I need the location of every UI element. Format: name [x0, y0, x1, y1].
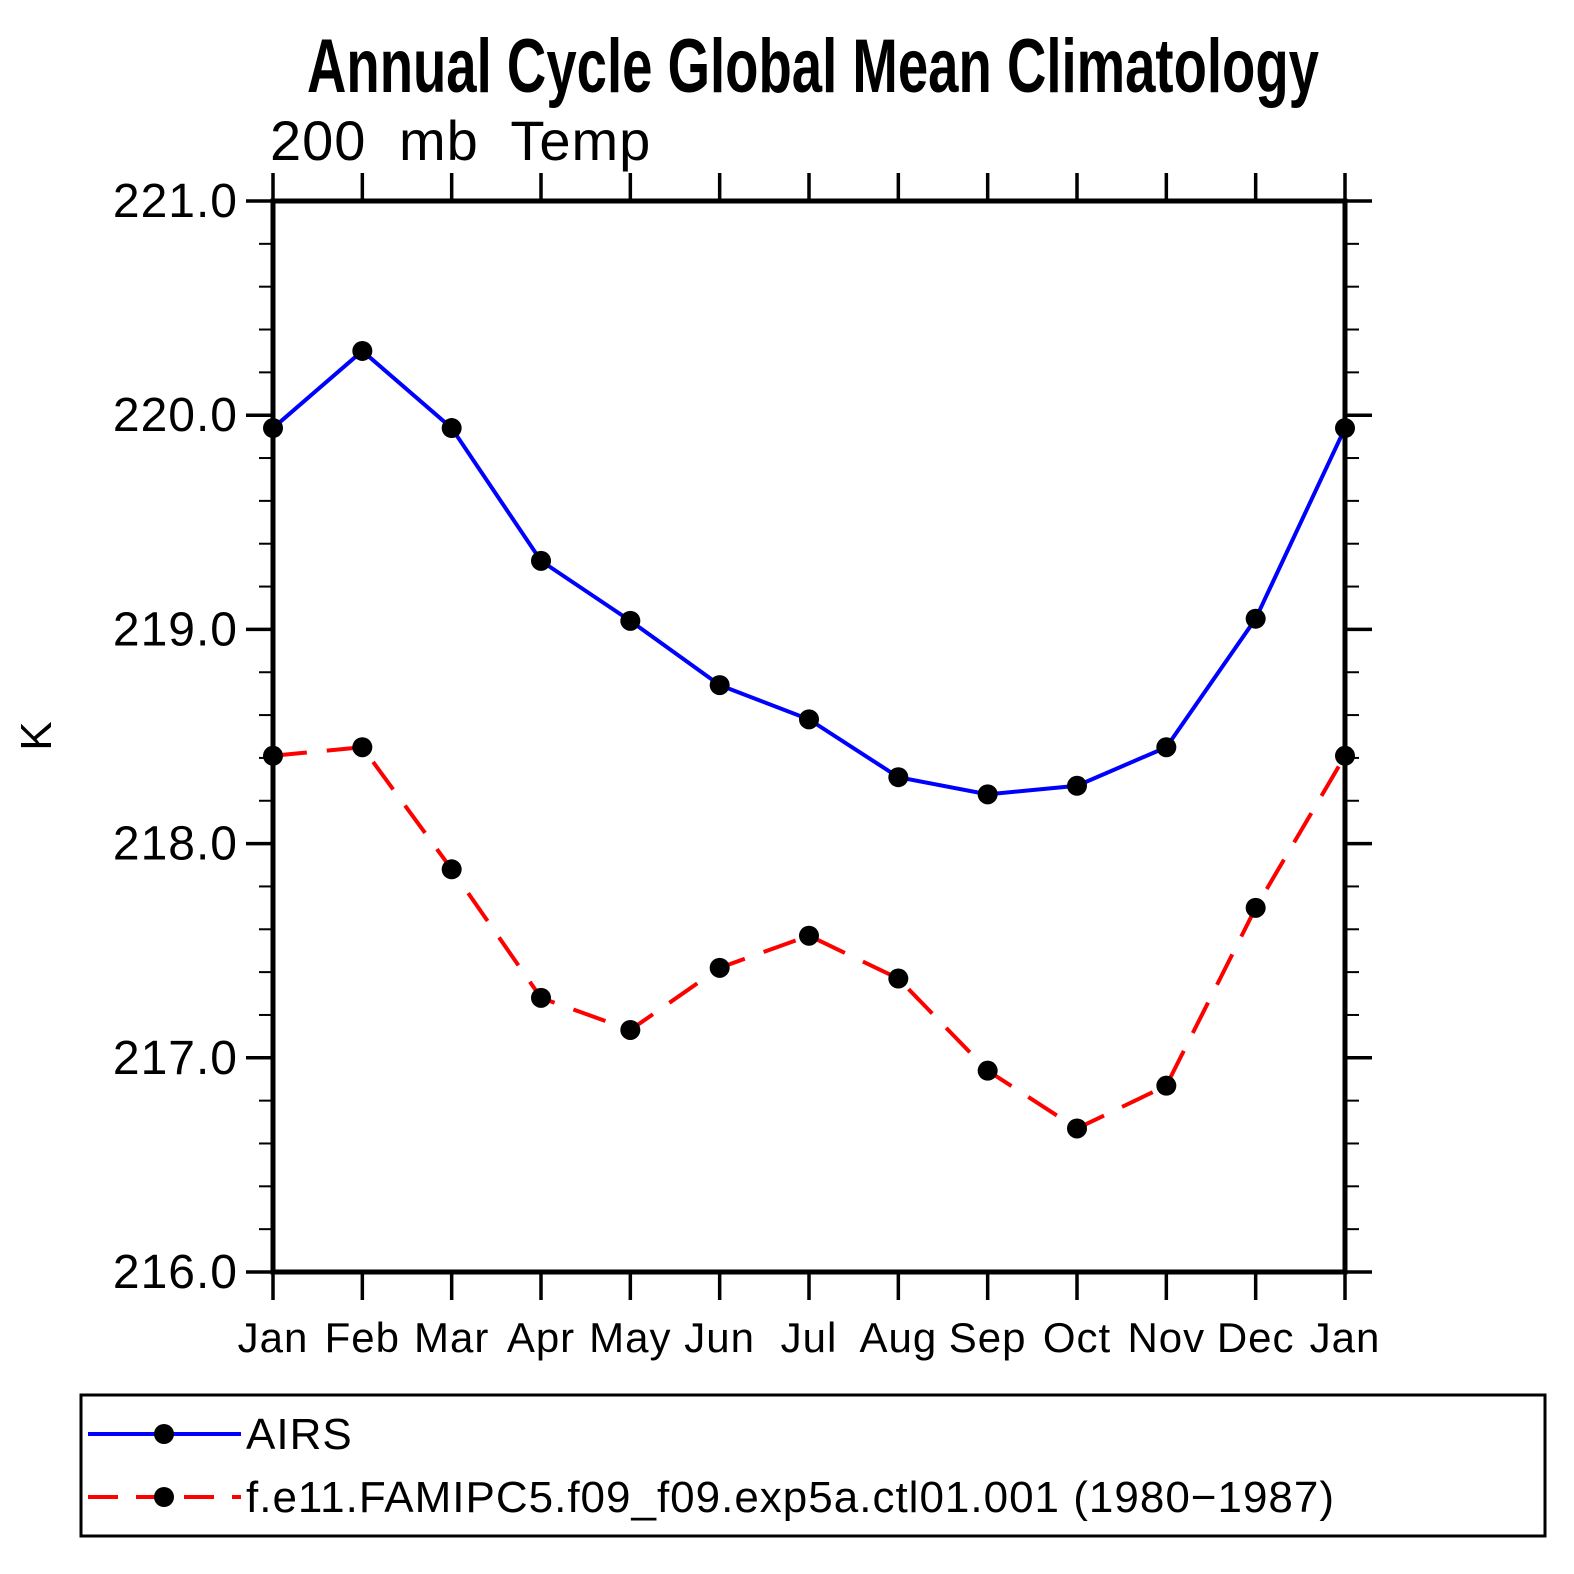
- data-point: [1156, 737, 1177, 758]
- data-point: [352, 340, 373, 361]
- legend: AIRS f.e11.FAMIPC5.f09_f09.exp5a.ctl01.00…: [79, 1393, 1547, 1538]
- data-point: [709, 957, 730, 978]
- x-tick-label: Apr: [507, 1314, 575, 1361]
- data-point: [1067, 1118, 1087, 1139]
- data-point: [1156, 1075, 1177, 1096]
- data-point: [263, 745, 283, 766]
- y-tick-label: 216.0: [113, 1246, 238, 1299]
- x-tick-label: Jan: [238, 1314, 309, 1361]
- data-series: [263, 340, 1355, 1139]
- axes-frame: [270, 198, 1348, 1275]
- data-point: [441, 418, 462, 439]
- x-tick-label: Oct: [1043, 1314, 1111, 1361]
- x-tick-label: Jun: [684, 1314, 755, 1361]
- data-point: [1335, 418, 1355, 439]
- legend-marker: [154, 1487, 174, 1507]
- data-point: [977, 784, 998, 805]
- x-tick-label: Feb: [325, 1314, 400, 1361]
- chart-title: Annual Cycle Global Mean Climatology: [307, 24, 1319, 109]
- x-tick-label: Sep: [949, 1314, 1027, 1361]
- y-tick-label: 221.0: [113, 175, 238, 228]
- data-point: [977, 1060, 998, 1081]
- x-tick-label: Dec: [1217, 1314, 1295, 1361]
- x-tick-label: May: [589, 1314, 671, 1361]
- x-tick-label: Jan: [1310, 1314, 1381, 1361]
- data-point: [620, 610, 641, 631]
- data-point: [709, 675, 730, 696]
- data-point: [888, 968, 909, 989]
- y-tick-labels: 221.0 220.0 219.0 218.0 217.0 216.0: [113, 175, 238, 1299]
- x-tick-label: Nov: [1127, 1314, 1205, 1361]
- data-point: [1245, 608, 1266, 629]
- data-point: [1245, 897, 1266, 918]
- plot-border: [270, 198, 1348, 1275]
- data-point: [1067, 775, 1087, 796]
- legend-label: f.e11.FAMIPC5.f09_f09.exp5a.ctl01.001 (1…: [246, 1473, 1335, 1522]
- data-point: [1335, 745, 1355, 766]
- data-point: [531, 550, 551, 571]
- x-tick-label: Jul: [781, 1314, 838, 1361]
- data-point: [441, 859, 462, 880]
- axis-ticks: [246, 173, 1372, 1300]
- data-point: [531, 987, 551, 1008]
- legend-label: AIRS: [246, 1410, 353, 1459]
- y-axis-label: K: [12, 721, 61, 750]
- data-point: [799, 709, 819, 730]
- y-tick-label: 219.0: [113, 603, 238, 656]
- x-tick-label: Aug: [859, 1314, 937, 1361]
- data-point: [888, 767, 909, 788]
- y-tick-label: 217.0: [113, 1032, 238, 1085]
- x-tick-labels: Jan Feb Mar Apr May Jun Jul Aug Sep Oct Nov Dec Jan: [238, 1314, 1381, 1361]
- data-point: [799, 925, 819, 946]
- data-point: [352, 737, 373, 758]
- chart-subtitle: 200 mb Temp: [270, 109, 651, 172]
- legend-marker: [154, 1424, 174, 1444]
- legend-box: [79, 1393, 1547, 1538]
- y-tick-label: 218.0: [113, 818, 238, 871]
- y-tick-label: 220.0: [113, 389, 238, 442]
- data-point: [263, 418, 283, 439]
- data-point: [620, 1019, 641, 1040]
- x-tick-label: Mar: [414, 1314, 489, 1361]
